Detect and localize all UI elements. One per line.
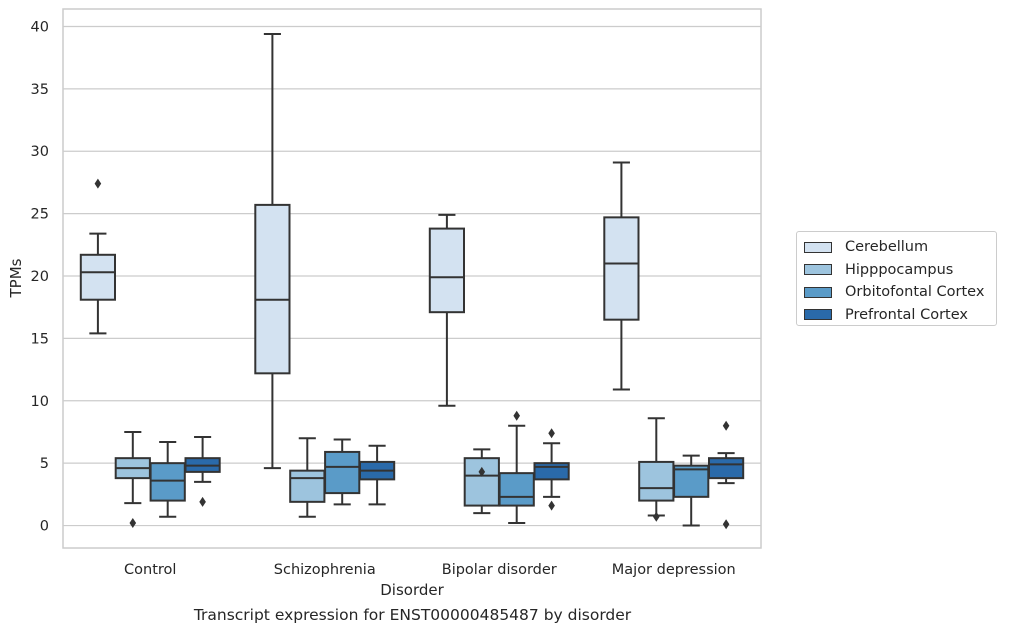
y-tick-label: 10 [31, 394, 49, 410]
box-iqr [289, 469, 326, 503]
outlier-point [653, 511, 660, 522]
legend-swatch [804, 286, 832, 298]
y-tick-label: 5 [40, 456, 49, 472]
box-iqr [673, 464, 710, 498]
box-iqr [498, 472, 535, 507]
legend-item: Cerebellum [804, 236, 996, 259]
legend-label: Hipppocampus [845, 261, 954, 278]
box [254, 32, 291, 470]
legend-label: Prefrontal Cortex [845, 306, 968, 323]
outlier-point [129, 518, 137, 529]
outlier-point [94, 178, 102, 189]
box-iqr [603, 216, 640, 321]
box [324, 438, 361, 506]
chart-caption: Transcript expression for ENST0000048548… [193, 606, 632, 624]
box-iqr [463, 457, 500, 507]
x-tick-labels: Control Schizophrenia Bipolar disorder Majo… [124, 562, 736, 578]
series-hipppocampus [114, 417, 675, 529]
y-tick-label: 40 [31, 19, 49, 35]
plot-frame [62, 8, 762, 549]
outlier-point [722, 519, 730, 530]
legend-item: Hipppocampus [804, 259, 996, 282]
box [638, 417, 675, 522]
box [603, 161, 640, 391]
legend-swatch [804, 264, 832, 276]
box [184, 435, 221, 507]
y-tick-label: 30 [31, 144, 49, 160]
legend-swatch [804, 309, 832, 321]
legend-item: Prefrontal Cortex [804, 304, 996, 327]
outlier-point [199, 496, 206, 507]
y-tick-label: 20 [31, 269, 49, 285]
box-iqr [79, 253, 117, 301]
box-iqr [428, 227, 466, 314]
x-tick-label: Major depression [612, 562, 736, 578]
box [533, 428, 570, 511]
legend-swatch [804, 241, 832, 253]
series-prefrontal-cortex [184, 420, 745, 530]
legend-item: Orbitofontal Cortex [804, 281, 996, 304]
x-axis-title: Disorder [380, 581, 444, 599]
box-iqr [638, 460, 675, 502]
box-iqr [254, 203, 291, 375]
y-tick-labels: 0 5 10 15 20 25 30 35 40 [31, 19, 49, 534]
box-iqr [533, 462, 570, 481]
box [498, 410, 535, 525]
outlier-point [722, 420, 730, 431]
x-tick-label: Schizophrenia [274, 562, 376, 578]
outlier-point [478, 466, 486, 477]
x-tick-label: Bipolar disorder [442, 562, 557, 578]
series-orbitofontal-cortex [149, 410, 710, 527]
box [114, 430, 151, 529]
box [428, 213, 466, 407]
legend: Cerebellum Hipppocampus Orbitofontal Corte… [796, 231, 997, 326]
box [463, 448, 500, 515]
outlier-point [548, 500, 555, 511]
legend-label: Orbitofontal Cortex [845, 284, 985, 301]
y-tick-label: 0 [40, 519, 49, 535]
legend-label: Cerebellum [845, 239, 929, 256]
y-tick-label: 15 [31, 331, 49, 347]
box-series [79, 32, 745, 530]
box-iqr [149, 462, 186, 502]
y-axis-title: TPMs [7, 258, 25, 298]
box [79, 178, 117, 335]
box [673, 454, 710, 527]
outlier-point [513, 410, 520, 421]
box [358, 444, 396, 506]
x-tick-label: Control [124, 562, 176, 578]
box [707, 420, 745, 530]
outlier-point [548, 428, 555, 439]
y-tick-label: 25 [31, 207, 49, 223]
box-iqr [707, 457, 745, 480]
series-cerebellum [79, 32, 640, 470]
box [289, 437, 326, 518]
box-iqr [324, 450, 361, 495]
box [149, 440, 186, 518]
y-tick-label: 35 [31, 82, 49, 98]
